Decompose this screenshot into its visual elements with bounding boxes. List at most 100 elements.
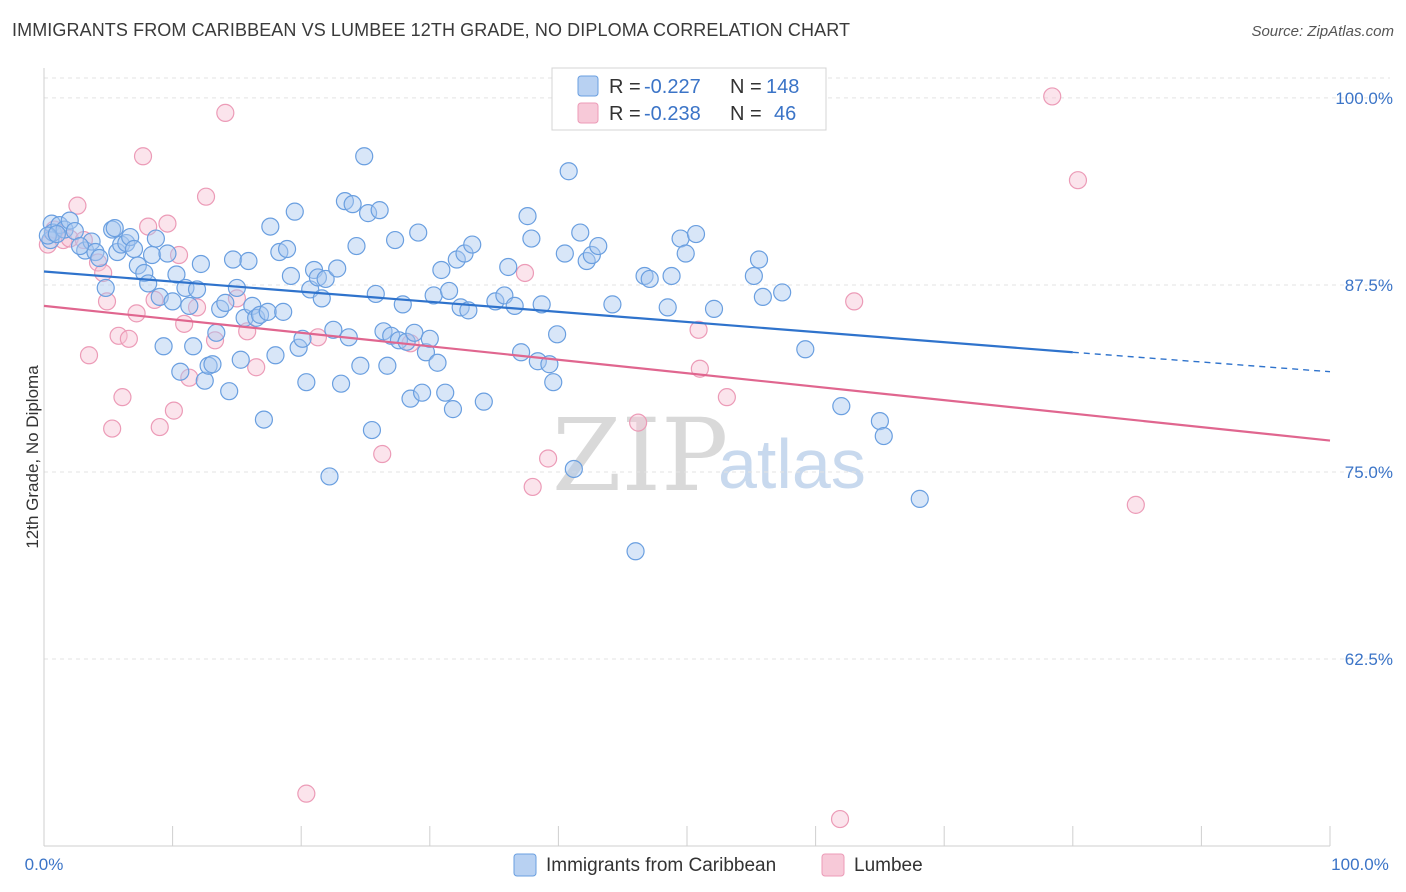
caribbean-point <box>401 389 420 408</box>
caribbean-point <box>378 356 397 375</box>
caribbean-point <box>258 302 277 321</box>
stats-n-value-pink: 46 <box>774 103 796 125</box>
caribbean-trend-extension <box>1072 351 1331 373</box>
caribbean-point <box>184 337 203 356</box>
caribbean-point <box>320 467 339 486</box>
caribbean-point <box>676 244 695 263</box>
lumbee-point <box>629 413 648 432</box>
caribbean-point <box>316 269 335 289</box>
caribbean-points <box>38 88 929 561</box>
caribbean-point <box>405 323 424 342</box>
caribbean-point <box>96 278 115 298</box>
lumbee-point <box>1126 495 1145 514</box>
caribbean-point <box>139 274 158 293</box>
caribbean-point <box>505 296 524 315</box>
caribbean-point <box>749 250 769 269</box>
caribbean-point <box>207 323 226 342</box>
y-tick-labels: 62.5% 75.0% 87.5% 100.0% <box>1335 89 1393 669</box>
caribbean-point <box>82 232 101 251</box>
caribbean-point <box>328 259 347 278</box>
caribbean-point <box>362 420 382 440</box>
caribbean-point <box>211 299 230 318</box>
lumbee-point <box>196 187 216 206</box>
caribbean-point <box>293 329 312 348</box>
caribbean-point <box>261 217 280 236</box>
caribbean-point <box>499 257 518 277</box>
legend-swatch-caribbean <box>513 853 537 877</box>
lumbee-point <box>845 292 864 311</box>
caribbean-point <box>289 338 308 357</box>
lumbee-point <box>187 298 207 317</box>
caribbean-point <box>239 251 258 271</box>
caribbean-point <box>231 350 250 369</box>
caribbean-point <box>266 346 285 365</box>
caribbean-point <box>512 343 531 362</box>
caribbean-point <box>577 251 596 271</box>
caribbean-point <box>564 459 583 479</box>
x-tick-label-min: 0.0% <box>25 855 64 874</box>
gridlines <box>44 77 1390 660</box>
caribbean-point <box>254 410 274 429</box>
caribbean-point <box>187 280 207 299</box>
caribbean-point <box>277 239 297 259</box>
caribbean-point <box>135 263 154 283</box>
lumbee-trend-line <box>43 304 1331 442</box>
caribbean-point <box>544 373 563 392</box>
lumbee-point <box>109 326 128 345</box>
lumbee-point <box>145 290 164 310</box>
caribbean-point <box>518 207 537 226</box>
caribbean-point <box>128 256 147 275</box>
caribbean-point <box>124 239 144 259</box>
caribbean-point <box>195 371 214 390</box>
trend-lines <box>43 270 1331 442</box>
lumbee-point <box>227 289 246 308</box>
stats-n-label-pink: N = <box>730 103 762 125</box>
legend-swatch-lumbee <box>821 853 845 877</box>
lumbee-point <box>127 304 146 323</box>
caribbean-point <box>443 400 463 419</box>
caribbean-point <box>910 489 929 508</box>
legend: Immigrants from Caribbean Lumbee <box>513 853 923 877</box>
caribbean-point <box>704 299 724 318</box>
lumbee-point <box>205 331 225 350</box>
lumbee-point <box>717 388 736 407</box>
caribbean-point <box>38 226 57 245</box>
caribbean-point <box>635 266 654 286</box>
caribbean-point <box>412 383 432 402</box>
caribbean-point <box>203 355 222 374</box>
y-axis-label: 12th Grade, No Diploma <box>23 365 42 549</box>
lumbee-point <box>689 320 708 339</box>
caribbean-point <box>105 218 124 238</box>
lumbee-point <box>830 809 850 829</box>
caribbean-point <box>409 223 428 242</box>
caribbean-point <box>370 201 389 220</box>
lumbee-point <box>175 314 194 333</box>
caribbean-point <box>171 362 190 381</box>
caribbean-point <box>285 202 304 221</box>
lumbee-point <box>523 477 542 497</box>
y-tick-label: 87.5% <box>1345 276 1393 295</box>
stats-box: R = -0.227 N = 148 R = -0.238 N = 46 <box>551 67 827 131</box>
lumbee-point <box>515 263 535 283</box>
caribbean-point <box>274 302 293 321</box>
lumbee-point <box>539 449 558 468</box>
caribbean-point <box>154 337 173 356</box>
caribbean-point <box>220 382 239 401</box>
caribbean-point <box>532 295 551 314</box>
caribbean-point <box>555 244 574 263</box>
lumbee-point <box>158 214 177 233</box>
caribbean-point <box>559 162 578 181</box>
lumbee-point <box>1043 87 1062 106</box>
caribbean-point <box>874 426 893 446</box>
lumbee-point <box>297 784 316 803</box>
y-tick-label: 100.0% <box>1335 89 1393 108</box>
lumbee-point <box>79 346 99 365</box>
caribbean-point <box>582 245 601 265</box>
caribbean-point <box>686 224 706 244</box>
caribbean-point <box>223 250 243 269</box>
caribbean-point <box>355 147 374 166</box>
caribbean-point <box>522 229 541 248</box>
caribbean-point <box>603 295 622 314</box>
caribbean-point <box>589 236 608 256</box>
